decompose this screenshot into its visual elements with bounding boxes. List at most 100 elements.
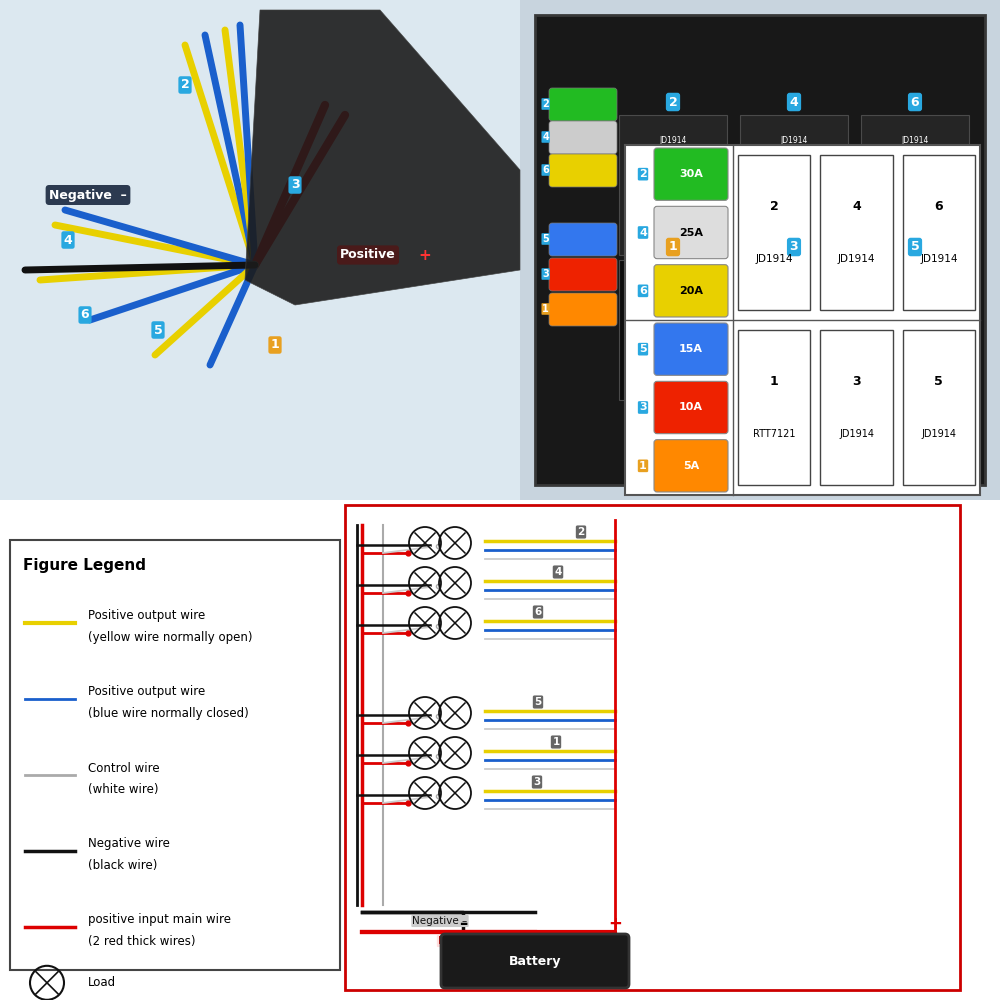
Text: —o87a: —o87a xyxy=(705,177,724,182)
Text: 3: 3 xyxy=(790,240,798,253)
FancyBboxPatch shape xyxy=(549,121,617,154)
Text: 3: 3 xyxy=(533,777,541,787)
FancyBboxPatch shape xyxy=(861,115,969,255)
FancyBboxPatch shape xyxy=(549,154,617,187)
Text: 1: 1 xyxy=(271,338,279,352)
Text: 85o—: 85o— xyxy=(749,216,764,221)
Text: 6: 6 xyxy=(542,165,549,175)
Text: JD1914: JD1914 xyxy=(839,429,874,439)
Text: 6: 6 xyxy=(911,96,919,108)
Text: 20A: 20A xyxy=(679,286,703,296)
Text: 30o—: 30o— xyxy=(749,336,764,341)
Text: —o86: —o86 xyxy=(951,216,966,221)
Text: JD1914: JD1914 xyxy=(921,429,956,439)
Text: 85o—: 85o— xyxy=(870,361,885,366)
Text: 4: 4 xyxy=(852,200,861,213)
FancyBboxPatch shape xyxy=(441,934,629,988)
Text: 3: 3 xyxy=(852,375,861,388)
Text: —o87: —o87 xyxy=(830,191,845,196)
Text: (white wire): (white wire) xyxy=(88,784,158,796)
Polygon shape xyxy=(245,10,520,305)
FancyBboxPatch shape xyxy=(738,155,810,310)
FancyBboxPatch shape xyxy=(654,381,728,434)
Text: Negative  –: Negative – xyxy=(49,188,127,202)
Text: JD1914: JD1914 xyxy=(901,281,929,290)
Text: 2: 2 xyxy=(542,99,549,109)
Text: JD1914: JD1914 xyxy=(755,254,793,264)
FancyBboxPatch shape xyxy=(738,330,810,485)
Text: –: – xyxy=(459,915,467,933)
Text: 4: 4 xyxy=(639,228,647,237)
Text: 5: 5 xyxy=(934,375,943,388)
FancyBboxPatch shape xyxy=(625,145,980,495)
Text: JD1914: JD1914 xyxy=(780,281,808,290)
Text: —o87: —o87 xyxy=(951,191,966,196)
Text: 15A: 15A xyxy=(679,344,703,354)
Text: 10A: 10A xyxy=(679,402,703,412)
Text: Positive output wire: Positive output wire xyxy=(88,609,205,622)
Text: Negative wire: Negative wire xyxy=(88,838,170,850)
Text: 30o—: 30o— xyxy=(870,336,885,341)
Text: —o87: —o87 xyxy=(709,191,724,196)
FancyBboxPatch shape xyxy=(654,323,728,375)
Text: JD1914: JD1914 xyxy=(780,136,808,145)
Text: Negative –: Negative – xyxy=(412,916,468,926)
Text: 5: 5 xyxy=(639,344,647,354)
Text: JD1914: JD1914 xyxy=(920,254,958,264)
FancyBboxPatch shape xyxy=(0,0,520,500)
FancyBboxPatch shape xyxy=(549,258,617,291)
Text: —o86: —o86 xyxy=(709,216,724,221)
Text: —o86: —o86 xyxy=(830,216,845,221)
Text: 5: 5 xyxy=(911,240,919,253)
FancyBboxPatch shape xyxy=(740,260,848,400)
Text: —o87a: —o87a xyxy=(826,177,845,182)
Text: 2: 2 xyxy=(639,169,647,179)
Text: Positive +: Positive + xyxy=(438,936,490,946)
FancyBboxPatch shape xyxy=(619,260,727,400)
FancyBboxPatch shape xyxy=(740,115,848,255)
Text: 3: 3 xyxy=(639,402,647,412)
Text: JD1914: JD1914 xyxy=(838,254,875,264)
FancyBboxPatch shape xyxy=(654,148,728,200)
Text: (yellow wire normally open): (yellow wire normally open) xyxy=(88,632,252,645)
Text: 30o—: 30o— xyxy=(628,191,643,196)
Text: Control wire: Control wire xyxy=(88,762,160,774)
FancyBboxPatch shape xyxy=(654,206,728,259)
Text: 30o—: 30o— xyxy=(749,191,764,196)
Text: 6: 6 xyxy=(81,308,89,322)
Text: 4: 4 xyxy=(554,567,562,577)
FancyBboxPatch shape xyxy=(535,15,985,485)
Text: 30o—: 30o— xyxy=(870,191,885,196)
Text: positive input main wire: positive input main wire xyxy=(88,914,231,926)
Text: 85o—: 85o— xyxy=(749,361,764,366)
Text: —o87a: —o87a xyxy=(826,322,845,327)
Text: 12V/40A: 12V/40A xyxy=(901,299,929,305)
Text: 85o—: 85o— xyxy=(870,216,885,221)
Text: JD1914: JD1914 xyxy=(659,136,687,145)
Text: 1: 1 xyxy=(639,461,647,471)
FancyBboxPatch shape xyxy=(549,88,617,121)
Text: 85o—: 85o— xyxy=(628,216,643,221)
Text: JD1914: JD1914 xyxy=(901,136,929,145)
Text: 6: 6 xyxy=(639,286,647,296)
Text: 5: 5 xyxy=(534,697,542,707)
FancyBboxPatch shape xyxy=(345,505,960,990)
Text: —o86: —o86 xyxy=(951,361,966,366)
Text: 3: 3 xyxy=(542,269,549,279)
Text: 3: 3 xyxy=(291,178,299,192)
Text: Positive output wire: Positive output wire xyxy=(88,686,205,698)
Text: 2: 2 xyxy=(669,96,677,108)
Text: 2: 2 xyxy=(181,79,189,92)
Text: Battery: Battery xyxy=(509,954,561,968)
Text: 4: 4 xyxy=(790,96,798,108)
Text: 6: 6 xyxy=(935,200,943,213)
FancyBboxPatch shape xyxy=(903,330,975,485)
FancyBboxPatch shape xyxy=(549,293,617,326)
FancyBboxPatch shape xyxy=(619,115,727,255)
Text: —o87a: —o87a xyxy=(947,322,966,327)
Text: 1: 1 xyxy=(770,375,779,388)
FancyBboxPatch shape xyxy=(654,265,728,317)
Text: 12V/40A: 12V/40A xyxy=(780,154,808,160)
FancyBboxPatch shape xyxy=(10,540,340,970)
Text: 5: 5 xyxy=(154,324,162,336)
